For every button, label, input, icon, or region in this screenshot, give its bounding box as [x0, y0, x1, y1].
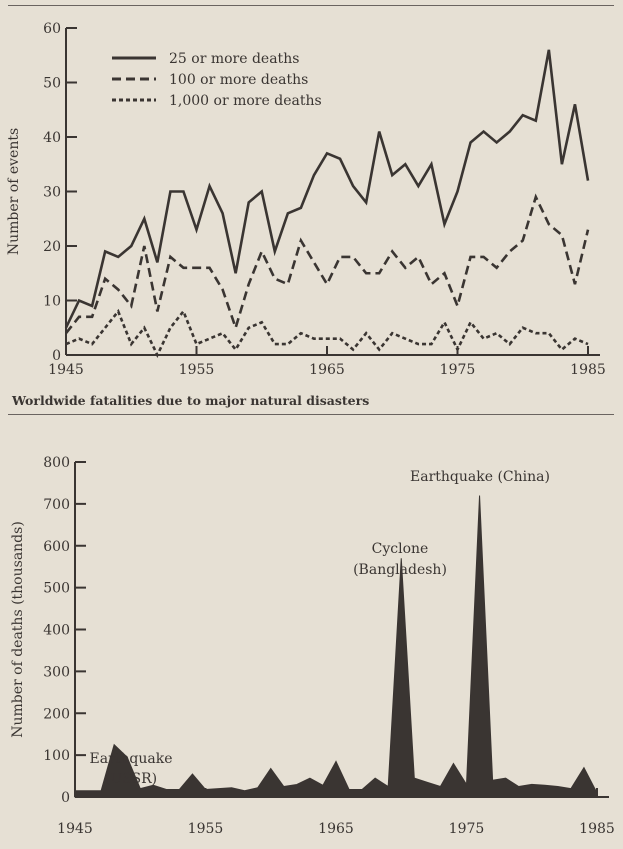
- y-tick-label: 0: [61, 790, 70, 806]
- y-tick-label: 200: [43, 706, 70, 722]
- x-tick-label: 1985: [579, 821, 615, 837]
- legend-label: 1,000 or more deaths: [169, 93, 322, 109]
- chart-title: Worldwide fatalities due to major natura…: [12, 393, 370, 408]
- annotation-label: (Bangladesh): [353, 562, 447, 578]
- fatalities-area: [74, 495, 598, 798]
- y-tick-label: 10: [43, 294, 61, 310]
- x-tick-label: 1945: [48, 362, 84, 378]
- annotation-label: (USSR): [105, 771, 157, 787]
- x-tick-label: 1955: [188, 821, 224, 837]
- x-tick-label: 1955: [179, 362, 215, 378]
- y-tick-label: 50: [43, 76, 61, 92]
- y-axis-label: Number of deaths (thousands): [10, 521, 26, 738]
- y-tick-label: 400: [43, 623, 70, 639]
- annotation-label: Earthquake (China): [410, 469, 550, 485]
- title-rule: [8, 414, 614, 415]
- legend-label: 100 or more deaths: [169, 72, 308, 88]
- y-tick-label: 40: [43, 130, 61, 146]
- top-rule: [8, 5, 614, 6]
- series-line-1: [64, 49, 590, 329]
- x-tick-label: 1975: [449, 821, 485, 837]
- y-tick-label: 30: [43, 185, 61, 201]
- y-tick-label: 60: [43, 21, 61, 37]
- y-tick-label: 0: [52, 348, 61, 364]
- y-tick-label: 600: [43, 539, 70, 555]
- x-tick-label: 1985: [570, 362, 606, 378]
- x-tick-label: 1965: [309, 362, 345, 378]
- x-tick-label: 1945: [57, 821, 93, 837]
- series-line-2: [64, 193, 590, 335]
- y-tick-label: 100: [43, 748, 70, 764]
- y-tick-label: 500: [43, 581, 70, 597]
- legend-label: 25 or more deaths: [169, 51, 299, 67]
- y-tick-label: 800: [43, 455, 70, 471]
- y-tick-label: 700: [43, 497, 70, 513]
- y-tick-label: 20: [43, 239, 61, 255]
- events-line-chart: 0 10 20 30 40 50 60 1945 1955 1965 1975 1985 Number …: [6, 21, 606, 378]
- y-tick-label: 300: [43, 664, 70, 680]
- series-line-3: [65, 308, 589, 359]
- annotation-label: Cyclone: [372, 541, 429, 557]
- annotation-label: Earthquake: [90, 751, 173, 767]
- x-tick-label: 1965: [318, 821, 354, 837]
- x-tick-label: 1975: [440, 362, 476, 378]
- y-axis-label: Number of events: [6, 128, 22, 255]
